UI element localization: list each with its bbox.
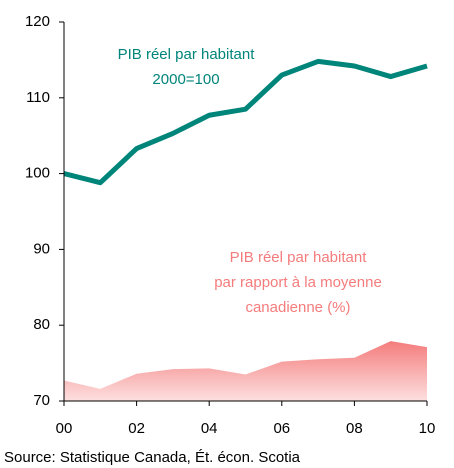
series-label: par rapport à la moyenne <box>214 274 382 291</box>
series-label: PIB réel par habitant <box>118 46 256 63</box>
y-tick-label: 80 <box>33 316 50 333</box>
x-tick-label: 10 <box>419 420 436 437</box>
area <box>64 341 427 401</box>
series-label: PIB réel par habitant <box>230 249 368 266</box>
line <box>63 58 428 186</box>
y-tick-label: 100 <box>25 165 50 182</box>
x-tick-label: 00 <box>56 420 73 437</box>
y-tick-label: 70 <box>33 392 50 409</box>
series-label: canadienne (%) <box>245 299 350 316</box>
series-label: 2000=100 <box>152 71 219 88</box>
y-tick-label: 90 <box>33 240 50 257</box>
source: Source: Statistique Canada, Ét. écon. Sc… <box>4 449 301 466</box>
x-tick-label: 08 <box>346 420 363 437</box>
x-tick-label: 02 <box>128 420 145 437</box>
x-tick-label: 06 <box>273 420 290 437</box>
y-tick-label: 120 <box>25 13 50 30</box>
x-tick-label: 04 <box>201 420 218 437</box>
y-tick-label: 110 <box>26 89 50 106</box>
